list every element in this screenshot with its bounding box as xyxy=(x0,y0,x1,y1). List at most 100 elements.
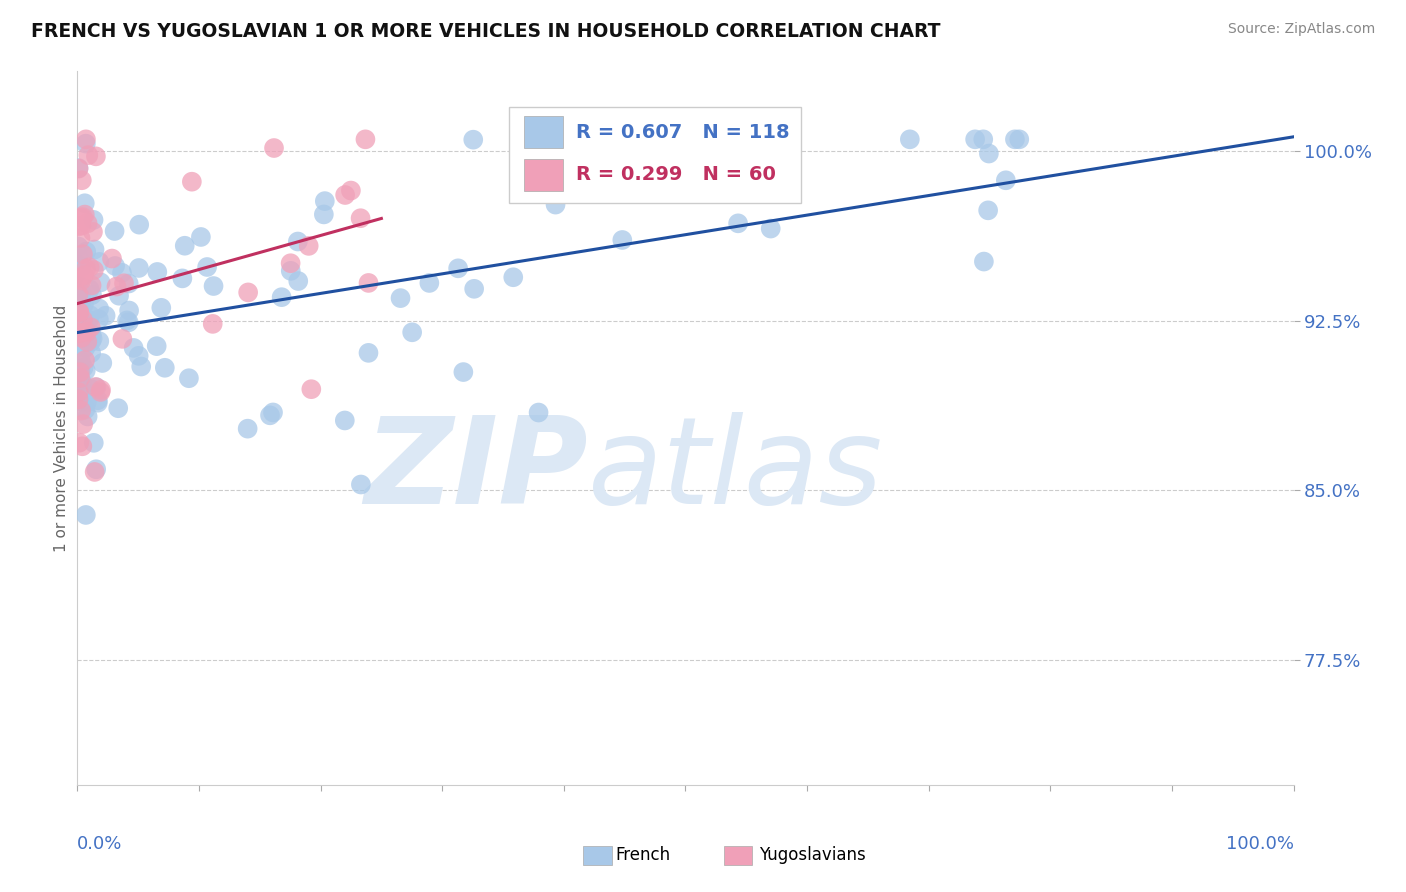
Point xyxy=(128,260,150,275)
Point xyxy=(80,278,103,293)
Point xyxy=(195,260,218,274)
Point xyxy=(357,346,380,360)
Point xyxy=(1008,132,1031,146)
Point xyxy=(70,355,93,369)
Point xyxy=(67,374,90,388)
Point xyxy=(972,132,994,146)
Point xyxy=(67,278,90,293)
Point xyxy=(79,260,101,275)
Point xyxy=(898,132,921,146)
Point xyxy=(73,297,96,311)
Point xyxy=(87,393,110,408)
Point xyxy=(73,208,96,222)
Point xyxy=(262,405,284,419)
Point xyxy=(340,184,363,198)
Point xyxy=(502,270,524,285)
Point xyxy=(76,325,98,339)
Point xyxy=(447,261,470,276)
Point xyxy=(287,274,309,288)
Point xyxy=(72,247,94,261)
Point xyxy=(82,225,104,239)
Point xyxy=(145,339,167,353)
Point xyxy=(80,327,103,342)
Point xyxy=(280,256,302,270)
FancyBboxPatch shape xyxy=(523,159,562,191)
Point xyxy=(70,173,93,187)
Point xyxy=(70,293,93,308)
Point xyxy=(90,383,112,397)
Point xyxy=(544,197,567,211)
Point xyxy=(67,385,90,400)
Point xyxy=(76,409,98,424)
Point xyxy=(73,268,96,283)
Point xyxy=(312,207,335,221)
Point xyxy=(83,465,105,479)
Point xyxy=(72,417,94,431)
Point xyxy=(73,385,96,400)
Point xyxy=(76,216,98,230)
Point xyxy=(263,141,285,155)
Point xyxy=(80,288,103,302)
Point xyxy=(977,146,1000,161)
Point xyxy=(70,296,93,310)
Point xyxy=(70,219,93,233)
Point xyxy=(67,305,90,319)
Point xyxy=(389,291,412,305)
Point xyxy=(298,239,321,253)
Point xyxy=(67,239,90,253)
Point xyxy=(118,303,141,318)
Point xyxy=(82,332,104,346)
Text: R = 0.607   N = 118: R = 0.607 N = 118 xyxy=(576,123,790,142)
Point xyxy=(67,258,90,272)
Point xyxy=(80,346,103,360)
Point xyxy=(270,290,292,304)
Point xyxy=(146,265,169,279)
Point xyxy=(111,266,134,280)
Point xyxy=(77,148,100,162)
Point xyxy=(453,365,475,379)
Point xyxy=(70,376,93,390)
Point xyxy=(69,231,91,245)
Point xyxy=(104,224,127,238)
Point xyxy=(612,233,634,247)
Point xyxy=(118,315,141,329)
Point xyxy=(80,382,103,396)
Point xyxy=(190,230,212,244)
Point xyxy=(72,210,94,224)
Point xyxy=(108,289,131,303)
Point xyxy=(84,149,107,163)
Point xyxy=(70,331,93,345)
Point xyxy=(67,330,90,344)
Point xyxy=(75,402,97,417)
Text: 0.0%: 0.0% xyxy=(77,835,122,853)
Point xyxy=(69,326,91,340)
Point xyxy=(72,360,94,375)
Point xyxy=(236,285,259,300)
Point xyxy=(70,403,93,417)
Point xyxy=(79,326,101,340)
Point xyxy=(72,439,94,453)
Point xyxy=(67,297,90,311)
Point xyxy=(67,373,90,387)
Point xyxy=(236,422,259,436)
Point xyxy=(129,359,152,374)
Point xyxy=(118,277,141,291)
Point xyxy=(994,173,1017,187)
Point xyxy=(80,334,103,349)
Point xyxy=(83,263,105,277)
Point xyxy=(111,332,134,346)
Point xyxy=(84,462,107,476)
Point xyxy=(314,194,336,208)
Point xyxy=(75,244,97,259)
Point xyxy=(122,341,145,355)
Point xyxy=(94,309,117,323)
Point xyxy=(67,316,90,330)
Point xyxy=(89,334,111,349)
Point xyxy=(401,326,423,340)
Point xyxy=(67,252,90,267)
Point xyxy=(115,313,138,327)
Point xyxy=(90,384,112,399)
Point xyxy=(463,282,485,296)
Point xyxy=(76,395,98,409)
Point xyxy=(104,259,127,273)
